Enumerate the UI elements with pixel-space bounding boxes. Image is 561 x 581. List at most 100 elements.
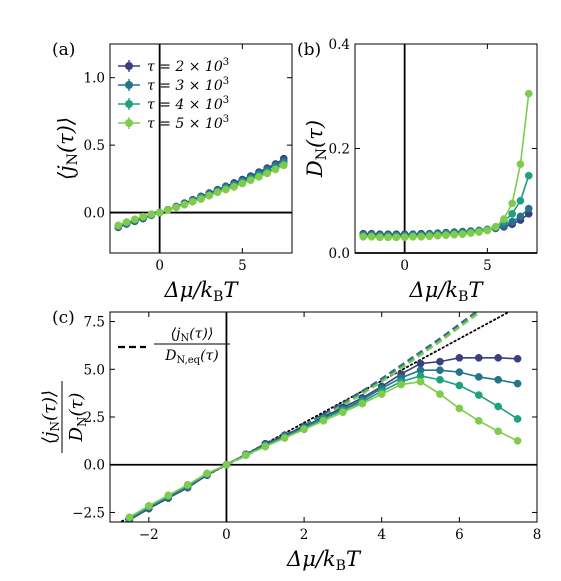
data-point — [280, 434, 289, 442]
x-tick-label: 8 — [533, 527, 542, 543]
data-point — [433, 231, 442, 240]
x-tick-label: 6 — [455, 527, 464, 543]
data-point — [261, 442, 270, 451]
data-point — [450, 230, 459, 239]
y-tick-label: 7.5 — [84, 315, 105, 331]
data-point — [384, 233, 392, 242]
data-point — [367, 232, 376, 241]
x-axis-label: Δμ/kBT — [164, 278, 240, 305]
series-4 — [125, 377, 522, 522]
data-point — [164, 491, 173, 500]
data-point — [455, 353, 464, 362]
data-point — [125, 513, 134, 522]
data-point — [319, 416, 328, 425]
x-tick-label: 0 — [222, 527, 231, 543]
data-point — [358, 399, 367, 408]
data-point — [474, 416, 483, 425]
plot-area — [359, 89, 533, 242]
series-4 — [359, 89, 533, 242]
y-axis-label-c: ⟨jN(τ)⟩DN(τ) — [39, 381, 89, 453]
y-tick-label: 1.0 — [84, 71, 105, 87]
y-tick-label: 0.0 — [84, 206, 105, 222]
axes-frame — [109, 43, 293, 254]
data-point — [513, 379, 522, 388]
data-point — [416, 359, 425, 368]
data-point — [279, 161, 288, 170]
legend-c-denominator: DN,eq(τ) — [164, 348, 219, 366]
data-point — [513, 415, 522, 423]
data-point — [222, 460, 231, 469]
data-point — [180, 200, 189, 209]
data-point — [213, 188, 222, 197]
x-axis-label: Δμ/kBT — [286, 547, 362, 574]
data-point — [144, 501, 153, 510]
data-point — [130, 215, 139, 224]
data-point — [416, 377, 425, 386]
data-point — [494, 353, 503, 362]
legend-entry-3: τ = 4 × 103 — [147, 95, 229, 113]
data-point — [271, 165, 280, 174]
legend-entry-4: τ = 5 × 103 — [147, 114, 229, 132]
data-point — [203, 469, 211, 478]
panel-label: (a) — [52, 40, 75, 60]
data-point — [392, 233, 401, 242]
legend-entry-1: τ = 2 × 103 — [147, 57, 229, 75]
data-point — [494, 402, 503, 411]
data-point — [474, 373, 483, 381]
data-point — [242, 451, 250, 460]
data-point — [400, 233, 409, 242]
data-point — [508, 199, 517, 208]
data-point — [516, 196, 525, 205]
panel-label: (b) — [297, 40, 321, 60]
data-point — [425, 232, 434, 241]
data-point — [377, 390, 386, 398]
x-tick-label: 0 — [155, 258, 164, 274]
data-point — [397, 380, 405, 389]
data-point — [524, 171, 533, 180]
data-point — [436, 375, 444, 384]
y-label-denominator: DN(τ) — [66, 393, 89, 443]
data-point — [238, 179, 247, 188]
x-axis-label: Δμ/kBT — [409, 278, 485, 305]
panel-label: (c) — [52, 308, 75, 328]
data-point — [458, 230, 467, 239]
x-tick-label: −2 — [139, 527, 159, 543]
data-point — [483, 226, 492, 235]
data-point — [508, 217, 517, 226]
data-point — [263, 169, 272, 178]
data-point — [494, 427, 503, 436]
series-3 — [125, 372, 522, 522]
data-point — [221, 185, 230, 194]
data-point — [516, 160, 525, 169]
y-tick-label: 0.2 — [329, 142, 350, 158]
data-point — [494, 375, 503, 384]
panel-b: 0 5 0.0 0.2 0.4 (b) Δμ/kBT — [297, 37, 538, 305]
data-point — [409, 232, 417, 241]
data-point — [300, 425, 308, 434]
data-point — [436, 357, 444, 366]
data-point — [474, 391, 483, 399]
panel-a: 0 5 0.0 0.5 1.0 (a) Δμ/kBT — [52, 40, 293, 305]
data-point — [508, 209, 517, 218]
data-point — [513, 354, 522, 363]
data-point — [230, 183, 238, 191]
x-tick-label: 4 — [377, 527, 386, 543]
theory-dashed-4 — [225, 312, 482, 466]
data-point — [197, 195, 205, 203]
legend-entry-2: τ = 3 × 103 — [147, 76, 229, 94]
y-tick-label: 0.0 — [329, 246, 350, 262]
legend-c-numerator: ⟨jN(τ)⟩ — [171, 326, 214, 344]
data-point — [339, 408, 347, 417]
theory-dashed-3 — [225, 312, 481, 466]
y-tick-label: 5.0 — [84, 362, 105, 378]
x-tick-label: 2 — [300, 527, 309, 543]
data-point — [417, 232, 426, 241]
data-point — [188, 197, 197, 206]
y-tick-label: −2.5 — [72, 505, 105, 521]
y-axis-label-0: ⟨jN(τ)⟩ — [54, 117, 81, 180]
data-point — [475, 228, 483, 236]
series-line — [129, 369, 518, 520]
x-tick-label: 5 — [483, 258, 492, 274]
